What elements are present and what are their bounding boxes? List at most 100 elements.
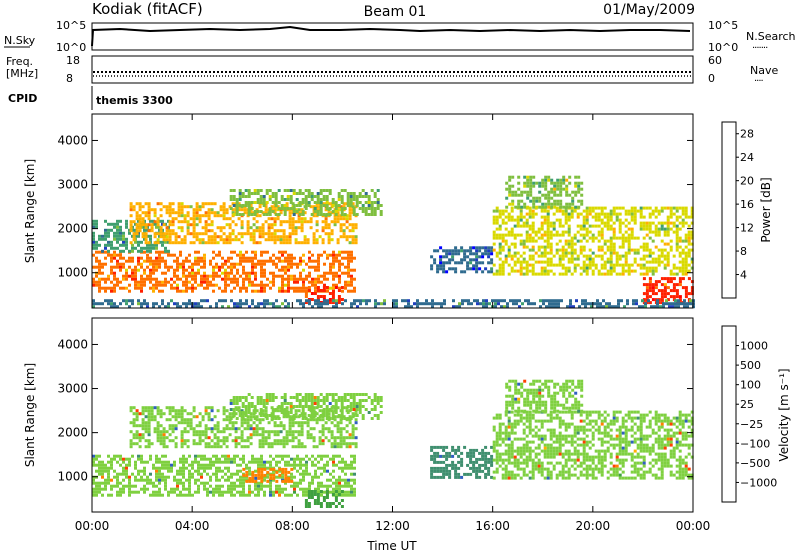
power-echo-cell <box>436 270 439 273</box>
power-echo-cell <box>673 222 676 225</box>
power-echo-cell <box>206 287 209 290</box>
power-echo-cell <box>493 210 496 213</box>
velocity-echo-cell <box>163 445 166 448</box>
velocity-echo-cell <box>178 412 181 415</box>
velocity-echo-cell <box>179 494 182 497</box>
power-echo-cell <box>604 216 607 219</box>
power-echo-cell <box>670 207 673 210</box>
power-echo-cell <box>275 266 278 269</box>
power-echo-cell <box>673 277 676 280</box>
power-echo-cell <box>493 216 496 219</box>
power-echo-cell <box>254 272 257 275</box>
power-echo-cell <box>131 250 134 253</box>
power-echo-cell <box>494 299 497 302</box>
power-echo-cell <box>166 235 169 238</box>
velocity-echo-cell <box>349 445 352 448</box>
power-echo-cell <box>548 299 551 302</box>
power-echo-cell <box>227 272 230 275</box>
power-echo-cell <box>562 234 565 237</box>
velocity-echo-cell <box>196 424 199 427</box>
velocity-echo-cell <box>332 399 335 402</box>
velocity-echo-cell <box>230 476 233 479</box>
power-echo-cell <box>508 219 511 222</box>
velocity-echo-cell <box>307 433 310 436</box>
velocity-echo-cell <box>160 424 163 427</box>
power-echo-cell <box>239 287 242 290</box>
velocity-echo-cell <box>265 442 268 445</box>
velocity-echo-cell <box>350 408 353 411</box>
velocity-echo-cell <box>191 476 194 479</box>
velocity-echo-cell <box>260 488 263 491</box>
power-echo-cell <box>226 241 229 244</box>
power-echo-cell <box>655 207 658 210</box>
velocity-echo-cell <box>199 433 202 436</box>
power-echo-cell <box>257 198 260 201</box>
power-echo-cell <box>616 216 619 219</box>
velocity-echo-cell <box>262 430 265 433</box>
velocity-echo-cell <box>299 402 302 405</box>
power-echo-cell <box>284 266 287 269</box>
power-echo-cell <box>565 216 568 219</box>
velocity-echo-cell <box>175 409 178 412</box>
velocity-echo-cell <box>236 417 239 420</box>
velocity-echo-cell <box>217 430 220 433</box>
power-echo-cell <box>274 223 277 226</box>
velocity-echo-cell <box>254 458 257 461</box>
velocity-echo-cell <box>107 455 110 458</box>
power-echo-cell <box>140 275 143 278</box>
power-echo-cell <box>634 249 637 252</box>
power-echo-cell <box>259 205 262 208</box>
velocity-echo-cell <box>173 491 176 494</box>
power-echo-cell <box>649 216 652 219</box>
velocity-echo-cell <box>113 455 116 458</box>
power-echo-cell <box>281 251 284 254</box>
power-echo-cell <box>263 263 266 266</box>
power-echo-cell <box>643 225 646 228</box>
power-echo-cell <box>190 217 193 220</box>
power-echo-cell <box>676 240 679 243</box>
velocity-echo-cell <box>290 405 293 408</box>
power-echo-cell <box>490 270 493 273</box>
power-echo-cell <box>236 201 239 204</box>
power-echo-cell <box>670 228 673 231</box>
power-echo-cell <box>640 216 643 219</box>
power-echo-cell <box>685 261 688 264</box>
velocity-echo-cell <box>230 461 233 464</box>
velocity-echo-cell <box>362 399 365 402</box>
power-echo-cell <box>350 302 353 305</box>
velocity-echo-cell <box>266 414 269 417</box>
velocity-echo-cell <box>230 399 233 402</box>
power-echo-cell <box>589 258 592 261</box>
velocity-echo-cell <box>239 458 242 461</box>
power-echo-cell <box>664 286 667 289</box>
power-echo-cell <box>182 260 185 263</box>
power-echo-cell <box>550 252 553 255</box>
velocity-echo-cell <box>313 427 316 430</box>
power-echo-cell <box>643 267 646 270</box>
power-echo-cell <box>679 280 682 283</box>
power-echo-cell <box>559 219 562 222</box>
velocity-echo-cell <box>350 455 353 458</box>
power-echo-cell <box>562 188 565 191</box>
power-echo-cell <box>200 278 203 281</box>
velocity-echo-cell <box>266 417 269 420</box>
power-echo-cell <box>631 219 634 222</box>
velocity-echo-cell <box>218 479 221 482</box>
power-echo-cell <box>209 275 212 278</box>
power-echo-cell <box>155 278 158 281</box>
colorbar-tick-label: 20 <box>740 175 754 188</box>
velocity-echo-cell <box>208 406 211 409</box>
power-echo-cell <box>299 299 302 302</box>
velocity-echo-cell <box>335 479 338 482</box>
power-echo-cell <box>542 299 545 302</box>
power-echo-cell <box>146 266 149 269</box>
power-echo-cell <box>130 208 133 211</box>
power-echo-cell <box>634 261 637 264</box>
power-echo-cell <box>253 217 256 220</box>
power-echo-cell <box>320 207 323 210</box>
power-echo-cell <box>320 210 323 213</box>
power-echo-cell <box>281 266 284 269</box>
power-echo-cell <box>362 204 365 207</box>
velocity-echo-cell <box>136 442 139 445</box>
power-echo-cell <box>229 238 232 241</box>
